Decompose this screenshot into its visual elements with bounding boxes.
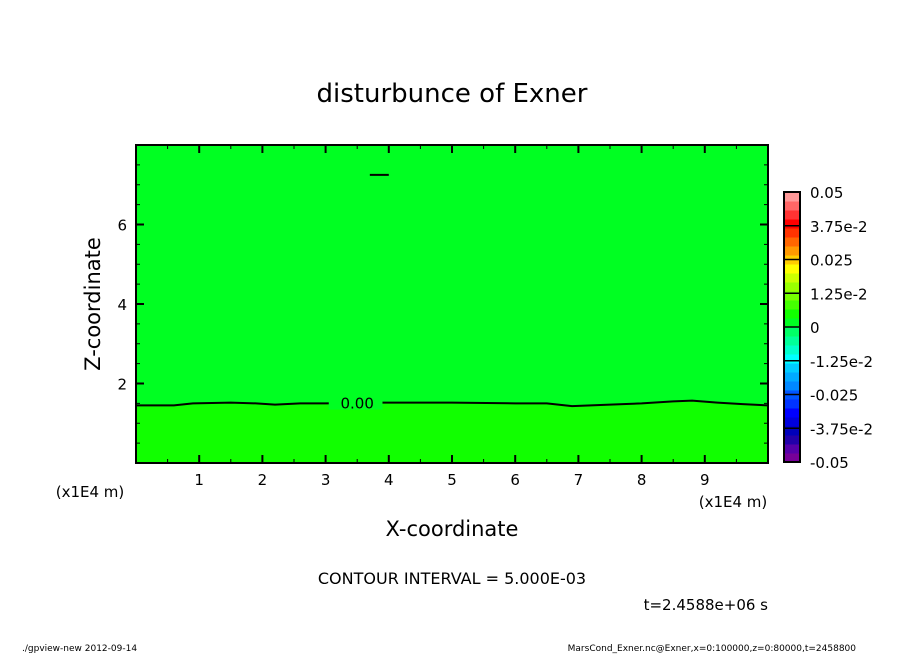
y-tick-label: 4 [117, 296, 127, 314]
colorbar-swatch [784, 273, 800, 283]
x-tick-label: 6 [510, 471, 520, 489]
x-tick-label: 4 [384, 471, 394, 489]
colorbar-swatch [784, 372, 800, 382]
contour-line-zero [136, 399, 769, 408]
y-tick-label: 2 [117, 376, 127, 394]
x-tick-label: 3 [321, 471, 331, 489]
y-tick-label: 6 [117, 217, 127, 235]
colorbar-swatch [784, 201, 800, 211]
y-unit-label: (x1E4 m) [56, 483, 125, 501]
colorbar-label: 0 [810, 319, 820, 337]
colorbar-swatch [784, 444, 800, 454]
colorbar-swatch [784, 327, 800, 337]
colorbar-label: -0.025 [810, 387, 858, 405]
colorbar-label: 3.75e-2 [810, 218, 868, 236]
colorbar-swatch [784, 417, 800, 427]
time-text: t=2.4588e+06 s [644, 596, 769, 614]
footer-right: MarsCond_Exner.nc@Exner,x=0:100000,z=0:8… [568, 644, 857, 654]
x-tick-label: 7 [574, 471, 584, 489]
colorbar-swatch [784, 435, 800, 445]
colorbar-swatch [784, 237, 800, 247]
footer-left: ./gpview-new 2012-09-14 [22, 644, 137, 654]
colorbar-swatch [784, 345, 800, 355]
colorbar-label: 0.05 [810, 184, 843, 202]
colorbar-swatch [784, 264, 800, 274]
colorbar-label: -0.05 [810, 454, 849, 472]
x-tick-label: 8 [637, 471, 647, 489]
x-tick-label: 5 [447, 471, 457, 489]
colorbar-swatch [784, 192, 800, 202]
colorbar-swatch [784, 426, 800, 436]
colorbar-swatch [784, 453, 800, 463]
colorbar-swatch [784, 210, 800, 220]
contour-interval-text: CONTOUR INTERVAL = 5.000E-03 [318, 569, 586, 588]
colorbar-swatch [784, 336, 800, 346]
colorbar-swatch [784, 228, 800, 238]
colorbar-swatch [784, 219, 800, 229]
colorbar-swatch [784, 246, 800, 256]
y-axis-label: Z-coordinate [81, 237, 105, 371]
fill-region-positive [136, 400, 768, 463]
colorbar-swatch [784, 300, 800, 310]
colorbar-swatch [784, 363, 800, 373]
x-tick-label: 9 [700, 471, 710, 489]
colorbar-swatch [784, 354, 800, 364]
colorbar-swatch [784, 318, 800, 328]
contour-label-bg [328, 393, 383, 410]
colorbar-frame [783, 191, 801, 463]
chart-title: disturbunce of Exner [317, 79, 588, 109]
colorbar-swatch [784, 408, 800, 418]
colorbar-label: -3.75e-2 [810, 420, 873, 438]
x-tick-label: 1 [194, 471, 204, 489]
x-axis-label: X-coordinate [386, 517, 519, 541]
contour-label: 0.00 [340, 395, 373, 413]
colorbar-swatch [784, 399, 800, 409]
colorbar-label: 1.25e-2 [810, 285, 868, 303]
colorbar-label: -1.25e-2 [810, 353, 873, 371]
x-tick-label: 2 [258, 471, 268, 489]
colorbar-swatch [784, 291, 800, 301]
colorbar-label: 0.025 [810, 252, 853, 270]
colorbar-swatch [784, 309, 800, 319]
colorbar-swatch [784, 282, 800, 292]
x-unit-label: (x1E4 m) [699, 493, 768, 511]
colorbar-swatch [784, 381, 800, 391]
